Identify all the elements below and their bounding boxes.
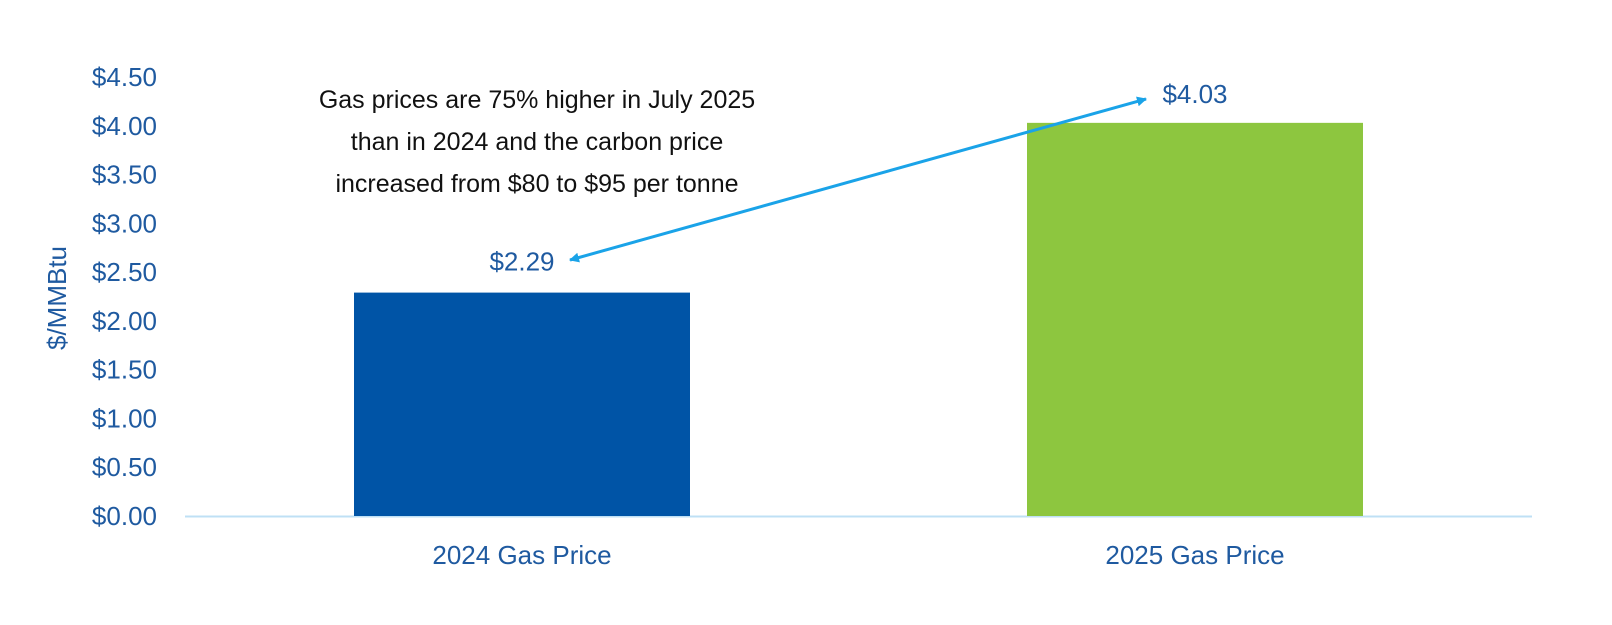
bar-2 <box>1027 122 1363 517</box>
bar-1 <box>354 292 690 516</box>
data-label-1: $2.29 <box>489 247 554 277</box>
y-tick-label: $3.50 <box>92 160 157 190</box>
y-tick-label: $2.00 <box>92 306 157 336</box>
y-tick-label: $0.00 <box>92 501 157 531</box>
y-tick-label: $3.00 <box>92 208 157 238</box>
y-tick-label: $4.00 <box>92 111 157 141</box>
y-tick-label: $0.50 <box>92 452 157 482</box>
annotation-line: Gas prices are 75% higher in July 2025 <box>319 86 755 114</box>
annotation-line: than in 2024 and the carbon price <box>351 128 724 156</box>
category-labels: 2024 Gas Price 2025 Gas Price <box>432 540 1284 570</box>
y-tick-label: $1.00 <box>92 403 157 433</box>
annotation-line: increased from $80 to $95 per tonne <box>335 170 738 198</box>
annotation-arrow <box>569 96 1147 263</box>
data-labels: $2.29 $4.03 <box>489 79 1227 277</box>
y-tick-label: $4.50 <box>92 62 157 92</box>
category-label-1: 2024 Gas Price <box>432 540 611 570</box>
y-axis-title: $/MMBtu <box>42 246 72 350</box>
y-tick-label: $2.50 <box>92 257 157 287</box>
data-label-2: $4.03 <box>1162 79 1227 109</box>
y-axis-ticks: $0.00 $0.50 $1.00 $1.50 $2.00 $2.50 $3.00 $3.50… <box>92 62 157 531</box>
category-label-2: 2025 Gas Price <box>1105 540 1284 570</box>
annotation-text: Gas prices are 75% higher in July 2025 th… <box>319 86 755 198</box>
y-tick-label: $1.50 <box>92 355 157 385</box>
